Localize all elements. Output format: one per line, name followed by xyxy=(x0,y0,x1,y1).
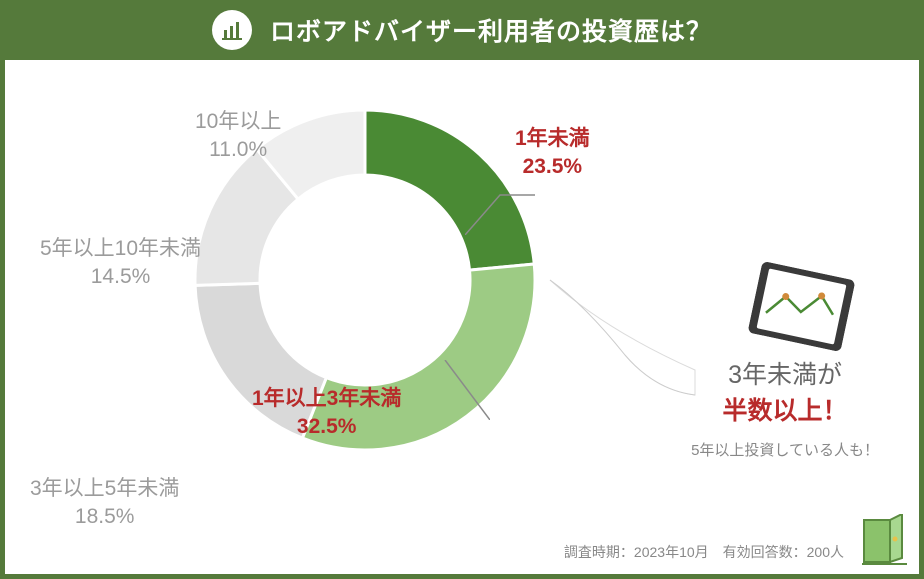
callout-sub: 5年以上投資している人も！ xyxy=(691,439,879,460)
slice-pct-3: 18.5% xyxy=(30,503,179,531)
slice-label-4: 5年以上10年未満 14.5% xyxy=(40,235,201,292)
callout-line1: 3年未満が xyxy=(691,355,879,391)
callout-line2: 半数以上！ xyxy=(691,391,879,427)
slice-pct-4: 14.5% xyxy=(40,263,201,291)
header-bar: ロボアドバイザー利用者の投資歴は？ xyxy=(0,0,924,60)
page-title: ロボアドバイザー利用者の投資歴は？ xyxy=(270,12,712,48)
footer-text: 調査時期：2023年10月 有効回答数：200人 xyxy=(564,542,844,562)
slice-label-2: 1年以上3年未満 32.5% xyxy=(252,385,401,442)
door-logo-icon xyxy=(862,514,907,566)
slice-pct-5: 11.0% xyxy=(195,136,281,164)
chart-bars-icon xyxy=(212,10,252,50)
tablet-icon xyxy=(747,261,855,352)
slice-label-5: 10年以上 11.0% xyxy=(195,108,281,165)
slice-pct-2: 32.5% xyxy=(252,413,401,441)
slice-label-3: 3年以上5年未満 18.5% xyxy=(30,475,179,532)
slice-pct-1: 23.5% xyxy=(515,153,590,181)
content-area: 1年未満 23.5% 1年以上3年未満 32.5% 3年以上5年未満 18.5%… xyxy=(0,60,924,579)
slice-label-1: 1年未満 23.5% xyxy=(515,125,590,182)
callout-box: 3年未満が 半数以上！ 5年以上投資している人も！ xyxy=(691,355,879,460)
speech-tail xyxy=(545,275,715,405)
